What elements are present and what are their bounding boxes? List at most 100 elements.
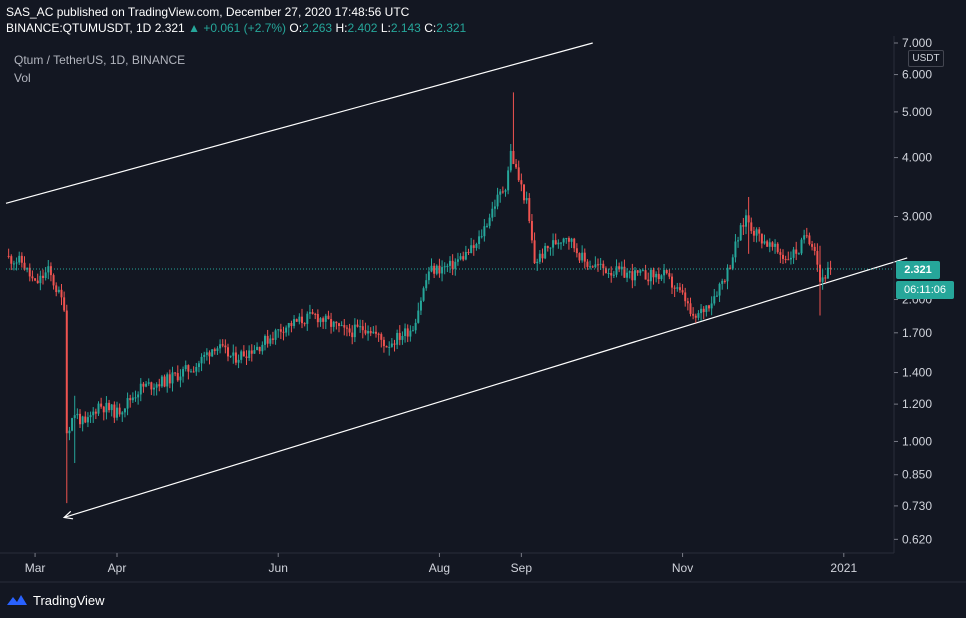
candle[interactable] xyxy=(168,369,171,389)
candle[interactable] xyxy=(821,269,824,290)
candle[interactable] xyxy=(110,403,113,417)
candle[interactable] xyxy=(100,397,103,409)
candle[interactable] xyxy=(811,240,814,251)
candle[interactable] xyxy=(398,325,401,346)
candle[interactable] xyxy=(68,426,71,441)
candle[interactable] xyxy=(488,213,491,229)
candle[interactable] xyxy=(546,245,549,252)
candle[interactable] xyxy=(163,374,166,388)
candle[interactable] xyxy=(195,362,198,376)
candle[interactable] xyxy=(274,328,277,345)
candle[interactable] xyxy=(364,322,367,336)
candle[interactable] xyxy=(538,250,541,265)
candle[interactable] xyxy=(451,254,454,276)
candle[interactable] xyxy=(34,278,37,282)
candle[interactable] xyxy=(224,339,227,354)
candle[interactable] xyxy=(631,263,634,289)
candle[interactable] xyxy=(660,274,663,281)
candle[interactable] xyxy=(517,160,520,182)
candle[interactable] xyxy=(345,325,348,337)
candle[interactable] xyxy=(589,260,592,270)
candle[interactable] xyxy=(311,309,314,315)
candle[interactable] xyxy=(409,325,412,342)
candle[interactable] xyxy=(710,296,713,316)
trendline-1[interactable] xyxy=(5,42,593,204)
candle[interactable] xyxy=(726,264,729,290)
candle[interactable] xyxy=(456,252,459,266)
candle[interactable] xyxy=(443,262,446,275)
candle[interactable] xyxy=(150,381,153,396)
candle[interactable] xyxy=(121,411,124,422)
candle[interactable] xyxy=(673,285,676,298)
candle[interactable] xyxy=(435,264,438,276)
candle[interactable] xyxy=(604,266,607,274)
series-legend-title[interactable]: Qtum / TetherUS, 1D, BINANCE xyxy=(14,53,186,67)
candle[interactable] xyxy=(737,236,740,248)
candle[interactable] xyxy=(240,349,243,364)
candle[interactable] xyxy=(367,325,370,341)
candle[interactable] xyxy=(525,191,528,204)
candle[interactable] xyxy=(197,360,200,373)
candle[interactable] xyxy=(496,187,499,210)
candle[interactable] xyxy=(446,263,449,273)
candle[interactable] xyxy=(15,257,18,271)
candle[interactable] xyxy=(216,346,219,355)
candle[interactable] xyxy=(39,270,42,291)
candle[interactable] xyxy=(533,232,536,264)
candle[interactable] xyxy=(789,251,792,265)
candle[interactable] xyxy=(390,337,393,348)
candle[interactable] xyxy=(351,325,354,345)
candle[interactable] xyxy=(401,331,404,345)
candle[interactable] xyxy=(626,268,629,283)
volume-legend[interactable]: Vol xyxy=(14,71,31,85)
candle[interactable] xyxy=(774,239,777,254)
candle[interactable] xyxy=(277,329,280,338)
candle[interactable] xyxy=(145,381,148,388)
candle[interactable] xyxy=(808,232,811,246)
candle[interactable] xyxy=(779,248,782,264)
candle[interactable] xyxy=(153,383,155,396)
candle[interactable] xyxy=(610,266,613,283)
candle[interactable] xyxy=(739,222,742,241)
candle[interactable] xyxy=(118,403,121,417)
candle[interactable] xyxy=(528,193,531,224)
candle[interactable] xyxy=(668,269,671,280)
candle[interactable] xyxy=(803,229,806,244)
candle[interactable] xyxy=(583,248,586,269)
candle[interactable] xyxy=(129,394,132,408)
candle[interactable] xyxy=(541,248,544,263)
candle[interactable] xyxy=(388,341,391,356)
candle[interactable] xyxy=(28,263,31,282)
candle[interactable] xyxy=(412,326,414,332)
candle[interactable] xyxy=(509,144,512,173)
candle[interactable] xyxy=(417,302,420,324)
candle[interactable] xyxy=(10,254,13,271)
candle[interactable] xyxy=(758,227,761,242)
candle[interactable] xyxy=(414,318,417,334)
candle[interactable] xyxy=(459,253,462,261)
candle[interactable] xyxy=(655,271,658,283)
candle[interactable] xyxy=(211,349,214,358)
candle[interactable] xyxy=(591,265,594,269)
candle[interactable] xyxy=(113,401,116,423)
candle[interactable] xyxy=(478,230,481,250)
candle[interactable] xyxy=(108,399,111,413)
candle[interactable] xyxy=(797,252,800,255)
candle[interactable] xyxy=(192,366,195,373)
candle[interactable] xyxy=(763,234,766,245)
candle[interactable] xyxy=(678,282,681,293)
candle[interactable] xyxy=(639,269,642,276)
candle[interactable] xyxy=(427,266,430,285)
candle[interactable] xyxy=(628,270,631,279)
candle[interactable] xyxy=(768,238,771,253)
candle[interactable] xyxy=(84,411,87,424)
candle[interactable] xyxy=(31,270,34,282)
candle[interactable] xyxy=(36,273,39,284)
candle[interactable] xyxy=(647,272,650,286)
candle[interactable] xyxy=(134,390,137,402)
candle[interactable] xyxy=(782,249,784,265)
candle[interactable] xyxy=(721,278,724,290)
candle[interactable] xyxy=(649,267,652,290)
candle[interactable] xyxy=(71,417,74,432)
candle[interactable] xyxy=(771,241,774,251)
